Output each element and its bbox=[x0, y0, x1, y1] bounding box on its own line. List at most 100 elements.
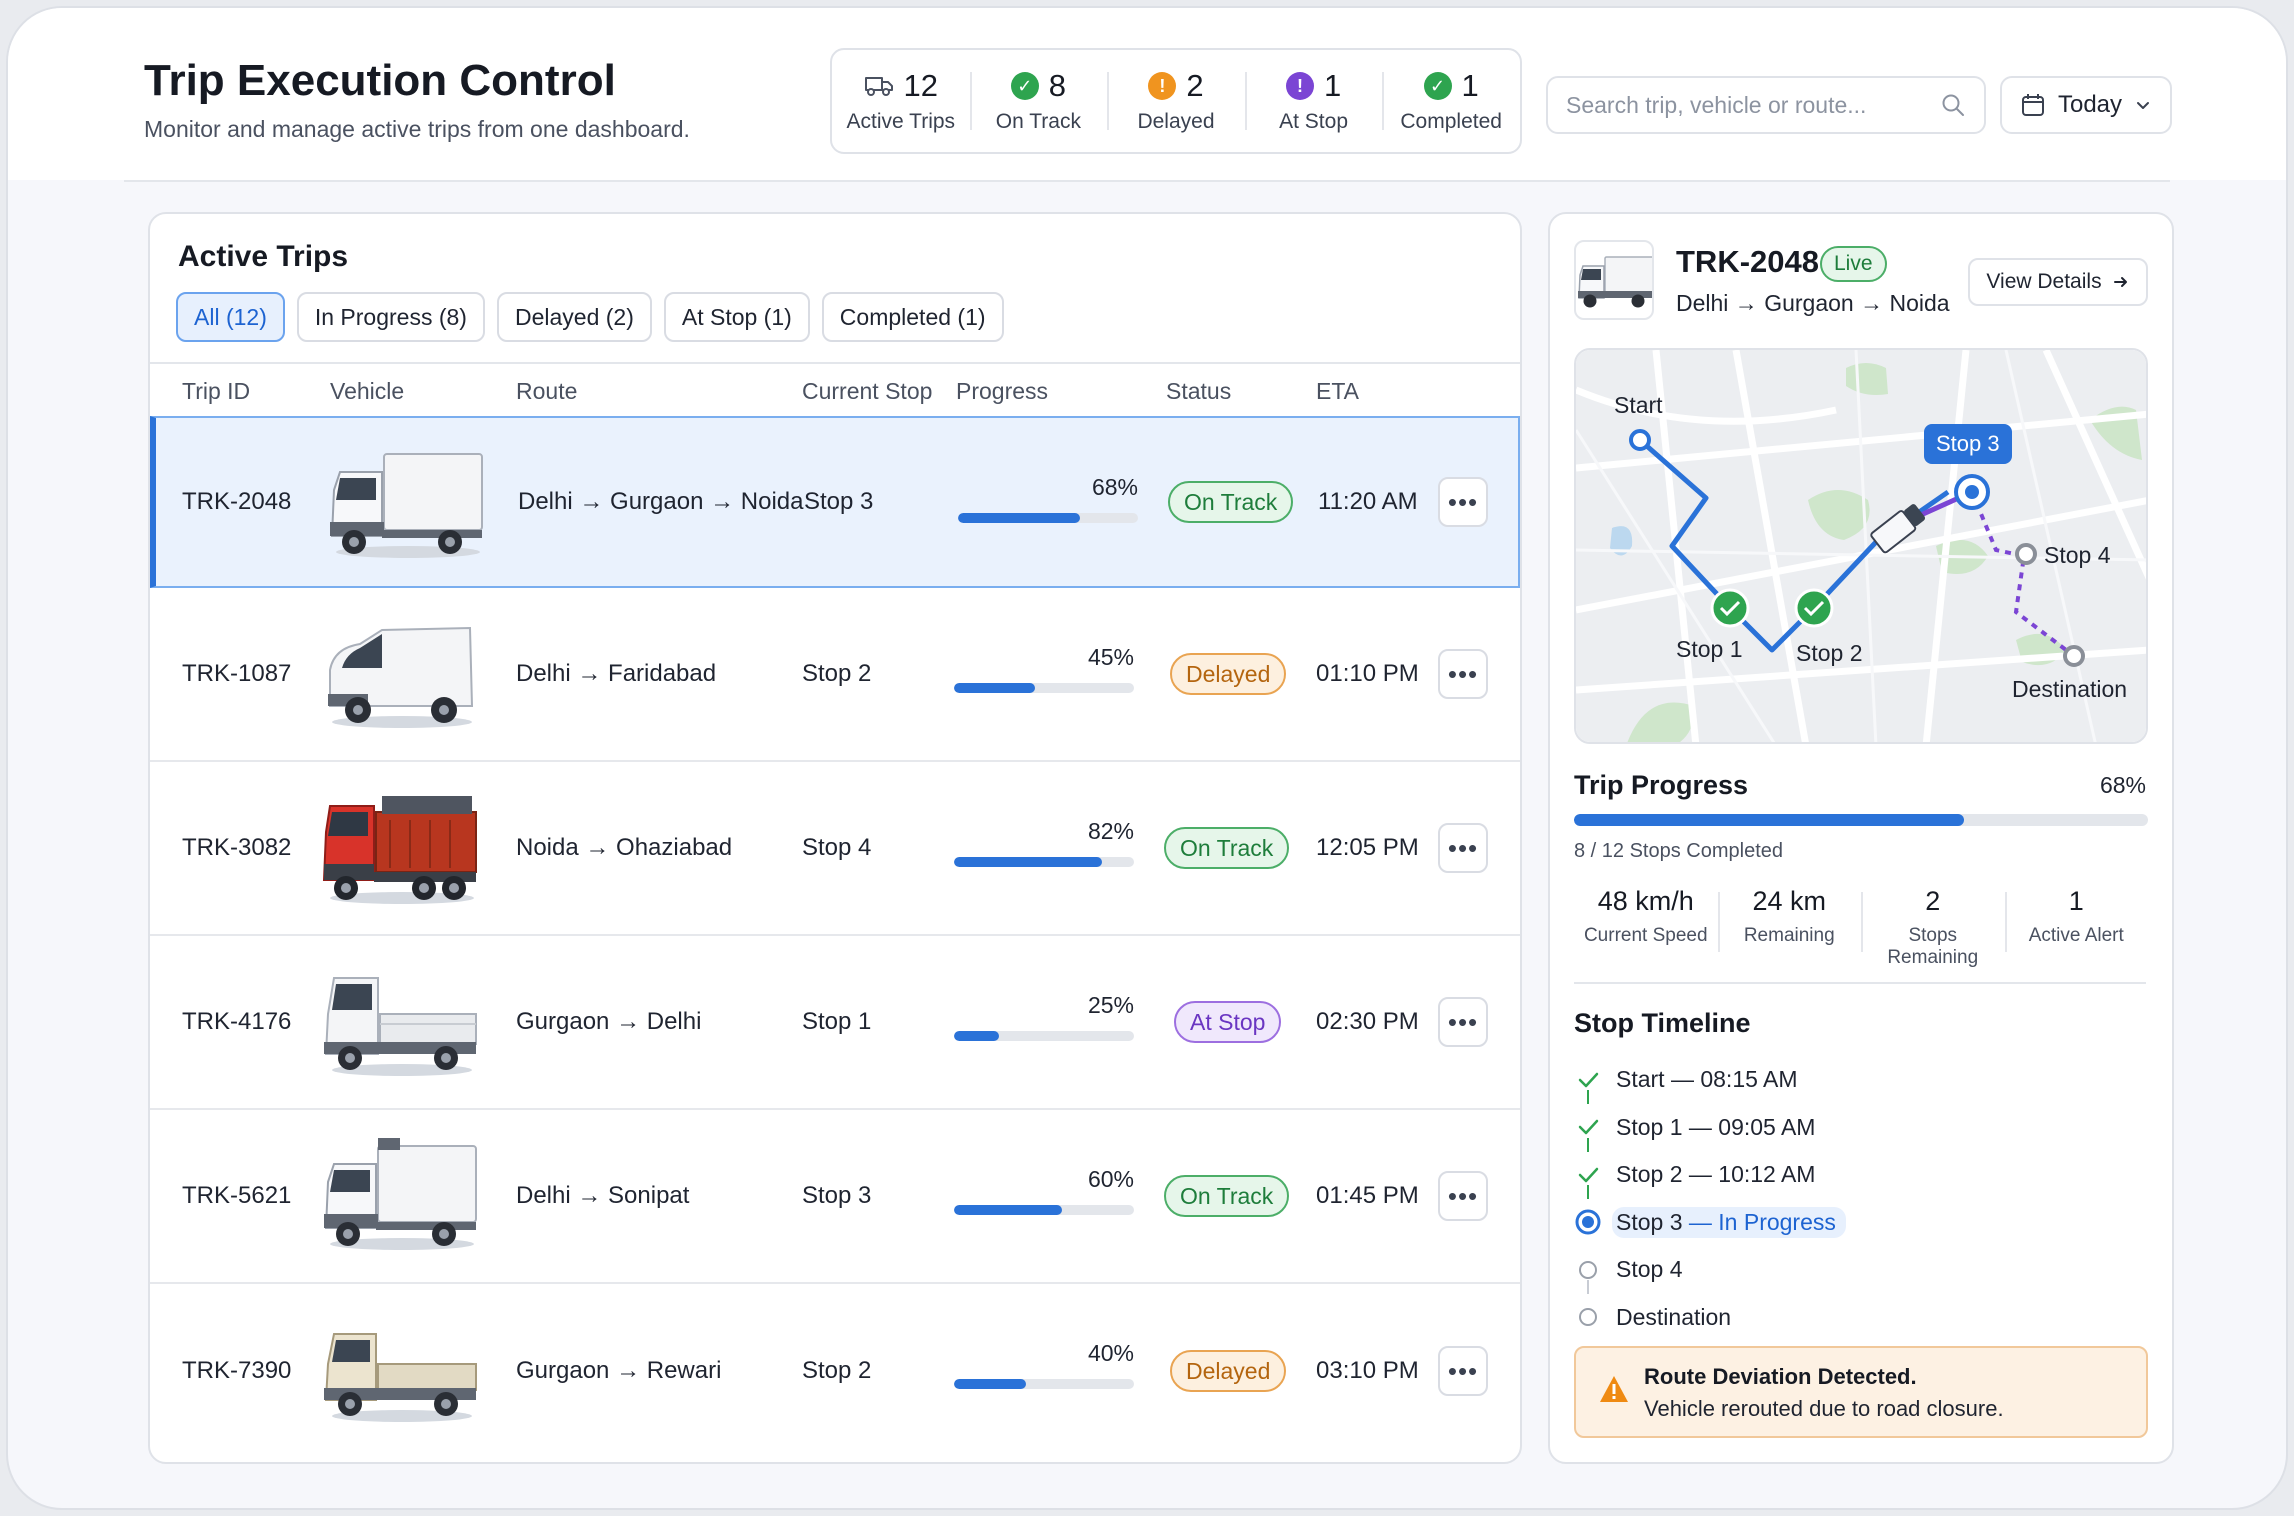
map-label-start: Start bbox=[1614, 392, 1663, 418]
stat-completed[interactable]: ✓ 1 Completed bbox=[1382, 50, 1520, 152]
more-actions-button[interactable]: ••• bbox=[1438, 477, 1488, 527]
metric-current-speed: 48 km/h Current Speed bbox=[1574, 886, 1718, 958]
filter-at-stop[interactable]: At Stop (1) bbox=[663, 292, 810, 342]
metric-stops-remaining: 2 Stops Remaining bbox=[1861, 886, 2005, 968]
more-actions-button[interactable]: ••• bbox=[1438, 823, 1488, 873]
pending-circle-icon bbox=[1574, 1303, 1602, 1331]
timeline-item: Stop 1 — 09:05 AM bbox=[1574, 1104, 2148, 1152]
stat-label: Delayed bbox=[1137, 110, 1215, 133]
trip-id: TRK-5621 bbox=[182, 1182, 292, 1209]
stat-value: 12 bbox=[903, 68, 939, 103]
map-label-stop1: Stop 1 bbox=[1676, 636, 1743, 662]
trip-progress-bar bbox=[1574, 814, 2148, 826]
app-frame: Trip Execution Control Monitor and manag… bbox=[6, 6, 2288, 1510]
stat-at-stop[interactable]: ! 1 At Stop bbox=[1244, 50, 1383, 152]
metric-value: 48 km/h bbox=[1597, 886, 1694, 916]
alert-circle-icon: ! bbox=[1148, 72, 1177, 100]
search-input[interactable] bbox=[1566, 91, 1940, 119]
table-row[interactable]: TRK-4176 Gurgaon → Delhi Stop 1 25% bbox=[150, 936, 1520, 1110]
table-row[interactable]: TRK-2048 Delhi → Gurgaon → Noida Stop 3 … bbox=[150, 416, 1520, 588]
trip-route: Delhi → Gurgaon → Noida bbox=[1676, 290, 1950, 316]
trip-id: TRK-4176 bbox=[182, 1008, 292, 1035]
view-details-button[interactable]: View Details bbox=[1968, 258, 2148, 306]
table-row[interactable]: TRK-3082 Noida → Ohaziabad Stop 4 bbox=[150, 762, 1520, 936]
box-truck-icon bbox=[330, 453, 483, 558]
stop-timeline-title: Stop Timeline bbox=[1574, 1008, 1751, 1038]
route-deviation-alert[interactable]: Route Deviation Detected. Vehicle rerout… bbox=[1574, 1346, 2148, 1438]
column-progress[interactable]: Progress bbox=[956, 378, 1049, 404]
column-vehicle[interactable]: Vehicle bbox=[330, 378, 405, 404]
map-label-stop2: Stop 2 bbox=[1796, 640, 1863, 666]
more-actions-button[interactable]: ••• bbox=[1438, 1171, 1488, 1221]
current-stop: Stop 1 bbox=[802, 1008, 872, 1035]
alert-title: Route Deviation Detected. bbox=[1644, 1364, 1917, 1389]
table-row[interactable]: TRK-5621 Delhi → Sonipat Stop 3 60% bbox=[150, 1110, 1520, 1284]
filter-completed[interactable]: Completed (1) bbox=[821, 292, 1004, 342]
trip-progress-title: Trip Progress bbox=[1574, 770, 1749, 800]
trips-table-body: TRK-2048 Delhi → Gurgaon → Noida Stop 3 … bbox=[150, 416, 1520, 1458]
trip-metrics: 48 km/h Current Speed 24 km Remaining 2 … bbox=[1574, 886, 2149, 968]
stat-delayed[interactable]: ! 2 Delayed bbox=[1107, 50, 1245, 152]
stat-active-trips[interactable]: 12 Active Trips bbox=[832, 50, 970, 152]
pickup-truck-icon bbox=[324, 977, 477, 1076]
column-status[interactable]: Status bbox=[1166, 378, 1232, 404]
alert-message: Vehicle rerouted due to road closure. bbox=[1644, 1396, 2004, 1421]
status-badge: On Track bbox=[1164, 827, 1290, 869]
warning-icon bbox=[1600, 1376, 1628, 1402]
table-row[interactable]: TRK-7390 Gurgaon → Rewari Stop 2 40% Del… bbox=[150, 1284, 1520, 1458]
trip-route: Gurgaon → Rewari bbox=[516, 1357, 722, 1384]
search-box bbox=[1546, 76, 1986, 134]
table-row[interactable]: TRK-1087 Delhi → Faridabad Stop 2 45% De… bbox=[150, 588, 1520, 762]
page-subtitle: Monitor and manage active trips from one… bbox=[144, 116, 690, 142]
trip-route: Delhi → Gurgaon → Noida bbox=[518, 488, 804, 515]
progress-percent: 25% bbox=[1087, 992, 1134, 1018]
trip-route: Noida → Ohaziabad bbox=[516, 834, 733, 861]
check-circle-icon: ✓ bbox=[1423, 72, 1452, 100]
route-map[interactable]: Start Stop 1 Stop 2 Stop 3 Stop 4 Destin… bbox=[1574, 348, 2148, 744]
chevron-down-icon bbox=[2137, 102, 2150, 109]
trip-eta: 01:45 PM bbox=[1316, 1182, 1419, 1209]
more-actions-button[interactable]: ••• bbox=[1438, 649, 1488, 699]
progress-bar bbox=[954, 1205, 1134, 1215]
current-stop: Stop 2 bbox=[802, 1357, 872, 1384]
metric-value: 2 bbox=[1925, 886, 1941, 916]
filter-delayed[interactable]: Delayed (2) bbox=[496, 292, 652, 342]
search-icon[interactable] bbox=[1940, 92, 1966, 118]
check-circle-icon: ✓ bbox=[1010, 72, 1039, 100]
timeline-label: Stop 4 bbox=[1616, 1256, 1683, 1283]
timeline-connector bbox=[1587, 1090, 1589, 1104]
date-filter-dropdown[interactable]: Today bbox=[2000, 76, 2172, 134]
stat-label: Active Trips bbox=[846, 110, 956, 133]
trip-filters: All (12) In Progress (8) Delayed (2) At … bbox=[176, 292, 1004, 342]
more-actions-button[interactable]: ••• bbox=[1438, 1346, 1488, 1396]
truck-icon bbox=[864, 77, 893, 96]
trip-id: TRK-1087 bbox=[182, 660, 292, 687]
column-trip-id[interactable]: Trip ID bbox=[182, 378, 251, 404]
timeline-item: Stop 4 bbox=[1574, 1246, 2148, 1294]
filter-all[interactable]: All (12) bbox=[176, 292, 285, 342]
more-actions-button[interactable]: ••• bbox=[1438, 997, 1488, 1047]
pending-circle-icon bbox=[1574, 1256, 1602, 1284]
status-badge: At Stop bbox=[1174, 1001, 1282, 1043]
stop-timeline: Start — 08:15 AM Stop 1 — 09:05 AM Stop … bbox=[1574, 1056, 2148, 1341]
timeline-label: Destination bbox=[1616, 1303, 1732, 1330]
trip-route: Gurgaon → Delhi bbox=[516, 1008, 702, 1035]
column-current-stop[interactable]: Current Stop bbox=[802, 378, 933, 404]
column-eta[interactable]: ETA bbox=[1316, 378, 1360, 404]
column-route[interactable]: Route bbox=[516, 378, 578, 404]
timeline-item: Start — 08:15 AM bbox=[1574, 1056, 2148, 1104]
trip-id: TRK-3082 bbox=[182, 834, 292, 861]
stats-summary: 12 Active Trips ✓ 8 On Track ! 2 Delayed bbox=[830, 48, 1522, 154]
stat-on-track[interactable]: ✓ 8 On Track bbox=[969, 50, 1108, 152]
timeline-label: Stop 3 bbox=[1616, 1208, 1683, 1235]
current-stop: Stop 4 bbox=[802, 834, 872, 861]
current-stop: Stop 3 bbox=[804, 488, 874, 515]
trip-title: TRK-2048 bbox=[1676, 244, 1819, 279]
current-stop: Stop 3 bbox=[802, 1182, 872, 1209]
trip-progress: 25% bbox=[954, 992, 1134, 1041]
filter-in-progress[interactable]: In Progress (8) bbox=[296, 292, 485, 342]
status-badge: On Track bbox=[1168, 481, 1294, 523]
metric-active-alert[interactable]: 1 Active Alert bbox=[2004, 886, 2149, 958]
trip-eta: 11:20 AM bbox=[1318, 488, 1418, 515]
progress-bar bbox=[954, 857, 1134, 867]
